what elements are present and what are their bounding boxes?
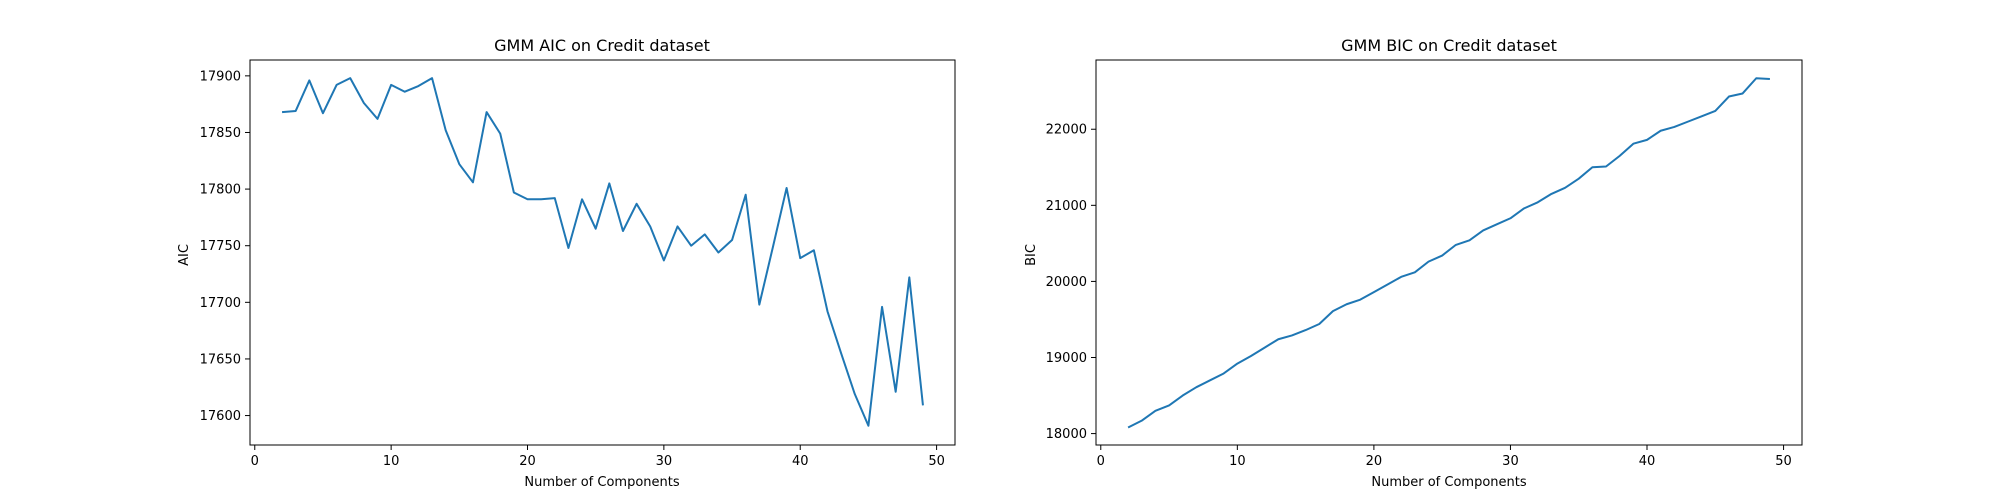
aic-y-tick-label: 17800 <box>200 183 241 198</box>
bic-x-tick-label: 30 <box>1502 454 1519 469</box>
bic-y-tick-label: 21000 <box>1046 199 1087 214</box>
aic-x-tick-label: 40 <box>792 454 809 469</box>
bic-x-tick-label: 0 <box>1097 454 1105 469</box>
aic-y-axis-label: AIC <box>177 244 192 266</box>
bic-ticks: 0 10 20 30 40 50 18000 19000 20000 21000 22000 <box>1046 123 1792 469</box>
aic-plot-frame <box>249 59 956 446</box>
aic-x-tick-label: 10 <box>383 454 400 469</box>
bic-x-tick-label: 50 <box>1775 454 1792 469</box>
aic-series-line <box>281 77 924 427</box>
aic-x-tick-label: 50 <box>928 454 945 469</box>
aic-y-tick-label: 17700 <box>200 296 241 311</box>
aic-y-tick-label: 17650 <box>200 352 241 367</box>
bic-x-axis-label: Number of Components <box>1371 475 1526 490</box>
aic-x-tick-label: 0 <box>251 454 259 469</box>
aic-x-tick-label: 20 <box>519 454 536 469</box>
aic-chart: GMM AIC on Credit dataset AIC Number of … <box>177 36 956 490</box>
aic-ticks: 0 10 20 30 40 50 17600 17650 17700 17750 17800 1785… <box>200 69 945 469</box>
bic-y-axis-label: BIC <box>1024 244 1039 266</box>
bic-chart-title: GMM BIC on Credit dataset <box>1341 36 1557 55</box>
aic-y-tick-label: 17750 <box>200 239 241 254</box>
aic-y-tick-label: 17900 <box>200 69 241 84</box>
bic-y-tick-label: 20000 <box>1046 275 1087 290</box>
bic-y-tick-label: 18000 <box>1046 427 1087 442</box>
bic-x-tick-label: 20 <box>1366 454 1383 469</box>
aic-x-axis-label: Number of Components <box>524 475 679 490</box>
aic-x-tick-label: 30 <box>656 454 673 469</box>
aic-y-tick-label: 17600 <box>200 409 241 424</box>
bic-y-tick-label: 19000 <box>1046 351 1087 366</box>
bic-x-tick-label: 10 <box>1229 454 1246 469</box>
aic-chart-title: GMM AIC on Credit dataset <box>494 36 710 55</box>
bic-x-tick-label: 40 <box>1639 454 1656 469</box>
bic-chart: GMM BIC on Credit dataset BIC Number of … <box>1024 36 1803 490</box>
bic-series-line <box>1127 77 1770 429</box>
aic-y-tick-label: 17850 <box>200 126 241 141</box>
bic-y-tick-label: 22000 <box>1046 123 1087 138</box>
bic-plot-frame <box>1095 59 1803 446</box>
